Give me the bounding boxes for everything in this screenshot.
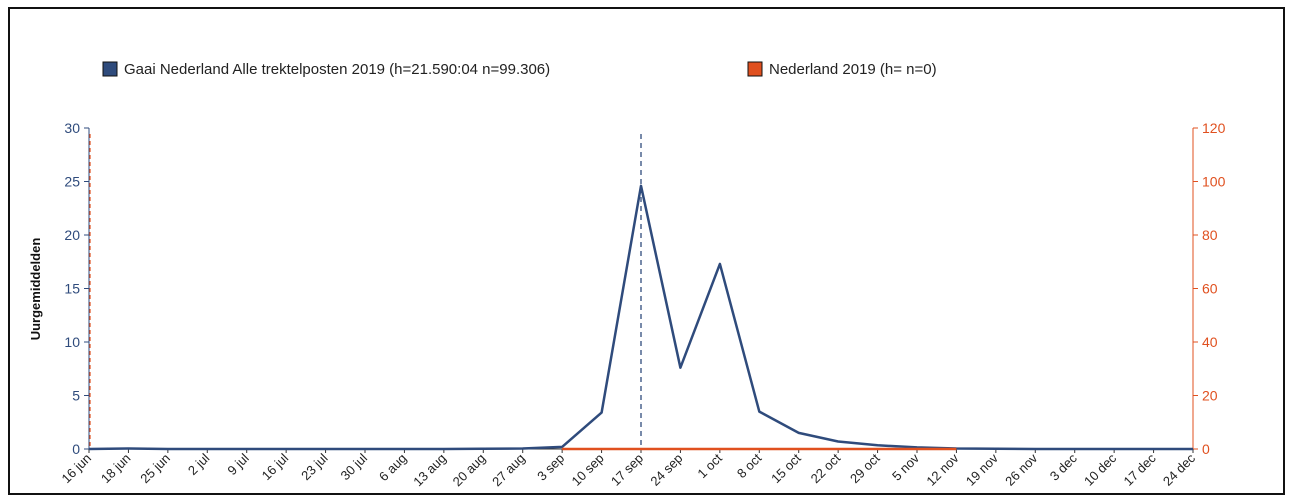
y-tick-label-right: 40	[1202, 334, 1218, 350]
y-tick-label-right: 0	[1202, 441, 1210, 457]
y-tick-label-left: 20	[64, 227, 80, 243]
plot-area	[88, 134, 1193, 451]
y-tick-label-left: 25	[64, 174, 80, 190]
legend: Gaai Nederland Alle trektelposten 2019 (…	[102, 61, 937, 78]
x-tick-label: 18 jun	[98, 451, 134, 487]
y-tick-label-right: 100	[1202, 174, 1226, 190]
x-tick-label: 3 dec	[1047, 450, 1080, 483]
x-tick-label: 6 aug	[376, 451, 410, 485]
y-tick-label-left: 0	[72, 441, 80, 457]
y-tick-label-left: 5	[72, 388, 80, 404]
legend-label-series-1[interactable]: Gaai Nederland Alle trektelposten 2019 (…	[124, 61, 550, 78]
x-tick-label: 17 sep	[608, 451, 646, 489]
y-tick-label-right: 60	[1202, 281, 1218, 297]
y-tick-label-left: 30	[64, 120, 80, 136]
x-tick-label: 5 nov	[889, 450, 922, 483]
x-tick-label: 22 oct	[808, 450, 844, 486]
x-tick-label: 8 oct	[734, 450, 765, 481]
x-tick-label: 30 jul	[338, 450, 371, 483]
x-tick-label: 13 aug	[410, 451, 449, 490]
x-tick-label: 27 aug	[489, 451, 528, 490]
y-tick-label-right: 20	[1202, 388, 1218, 404]
x-tick-label: 17 dec	[1120, 450, 1159, 489]
series-line-1[interactable]	[88, 184, 1193, 451]
y-tick-label-right: 80	[1202, 227, 1218, 243]
legend-swatch-series-1[interactable]	[102, 61, 118, 77]
x-tick-label: 19 nov	[963, 450, 1002, 489]
legend-label-series-2[interactable]: Nederland 2019 (h= n=0)	[769, 61, 937, 78]
y-tick-label-right: 120	[1202, 120, 1226, 136]
x-tick-label: 12 nov	[923, 450, 962, 489]
x-tick-label: 26 nov	[1002, 450, 1041, 489]
x-tick-label: 29 oct	[847, 450, 883, 486]
x-tick-label: 2 jul	[185, 450, 213, 478]
chart-frame: Gaai Nederland Alle trektelposten 2019 (…	[8, 7, 1285, 495]
x-tick-label: 23 jul	[298, 450, 331, 483]
y-tick-label-left: 10	[64, 334, 80, 350]
x-tick-label: 20 aug	[450, 451, 489, 490]
x-tick-label: 10 sep	[568, 451, 606, 489]
x-tick-label: 24 sep	[647, 451, 685, 489]
x-tick-label: 3 sep	[534, 451, 567, 484]
y-axis-label: Uurgemiddelden	[28, 238, 43, 341]
x-tick-label: 1 oct	[694, 450, 725, 481]
x-tick-label: 9 jul	[224, 450, 252, 478]
x-tick-label: 25 jun	[137, 451, 173, 487]
x-tick-label: 24 dec	[1160, 450, 1199, 489]
x-tick-label: 16 jul	[259, 450, 292, 483]
y-tick-label-left: 15	[64, 281, 80, 297]
line-chart: Gaai Nederland Alle trektelposten 2019 (…	[28, 61, 1226, 489]
x-tick-label: 10 dec	[1081, 450, 1120, 489]
x-tick-label: 15 oct	[768, 450, 804, 486]
legend-swatch-series-2[interactable]	[747, 61, 763, 77]
